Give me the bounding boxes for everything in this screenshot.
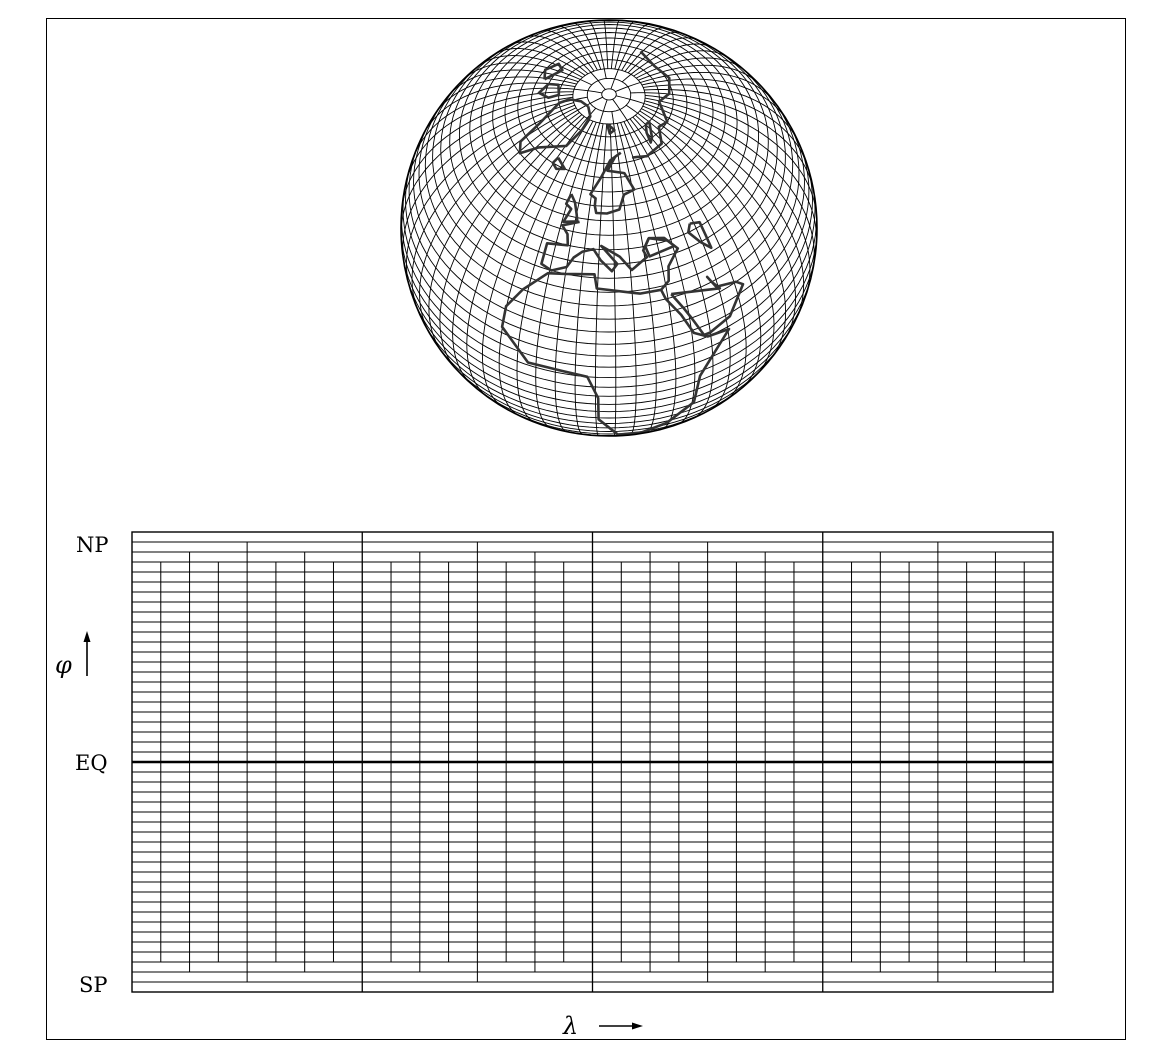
longitude-symbol: λ bbox=[562, 1012, 578, 1040]
coastline bbox=[537, 82, 561, 99]
globe-latitude-circle bbox=[586, 77, 632, 113]
globe-latitude-circle bbox=[434, 341, 784, 424]
globe-meridian bbox=[603, 20, 609, 69]
globe-meridian bbox=[452, 114, 583, 384]
globe-meridian bbox=[498, 119, 591, 416]
latitude-arrow-icon bbox=[83, 631, 91, 676]
globe-latitude-circle bbox=[408, 143, 810, 345]
globe-meridian bbox=[535, 122, 597, 429]
globe-meridian bbox=[645, 94, 817, 219]
south-pole-label: SP bbox=[79, 973, 108, 997]
globe-meridian bbox=[594, 123, 608, 436]
globe-meridian bbox=[402, 96, 588, 263]
coastline bbox=[605, 122, 616, 135]
figure-frame bbox=[46, 18, 1126, 1040]
coastline bbox=[543, 62, 564, 81]
coastline bbox=[644, 120, 654, 144]
globe-meridian bbox=[625, 104, 775, 375]
globe-meridian bbox=[557, 25, 598, 71]
globe-meridian bbox=[401, 96, 573, 234]
globe-meridian bbox=[642, 105, 805, 319]
globe-latitude-circle bbox=[424, 76, 794, 307]
globe-meridian bbox=[574, 123, 604, 435]
globe-meridian bbox=[644, 89, 808, 165]
globe-latitude-circle bbox=[601, 88, 617, 101]
globe-meridian bbox=[401, 94, 574, 209]
globe-meridian bbox=[572, 22, 602, 70]
globe-meridian bbox=[615, 71, 774, 102]
globe-latitude-circle bbox=[401, 227, 817, 388]
globe-meridian bbox=[611, 111, 637, 436]
globe-meridian bbox=[541, 30, 595, 72]
globe-latitude-circle bbox=[402, 184, 816, 368]
globe-meridian bbox=[643, 84, 799, 143]
globe-meridian bbox=[629, 118, 731, 411]
globe-gridlines bbox=[401, 20, 817, 436]
coastline bbox=[500, 220, 731, 436]
latitude-symbol: φ bbox=[55, 651, 72, 679]
globe-meridian bbox=[641, 78, 788, 121]
globe-coastlines bbox=[500, 50, 745, 436]
globe-meridian bbox=[644, 100, 815, 268]
globe-meridian bbox=[612, 98, 714, 419]
globe-latitude-circle bbox=[402, 253, 816, 397]
globe-meridian bbox=[610, 20, 620, 69]
coastline bbox=[670, 275, 745, 337]
coastline bbox=[551, 156, 567, 171]
globe-latitude-circle bbox=[480, 24, 738, 222]
globe-meridian bbox=[463, 62, 592, 86]
globe-meridian bbox=[405, 102, 574, 287]
globe-meridian bbox=[495, 48, 586, 76]
globe-meridian bbox=[627, 37, 699, 74]
globe-latitude-circle bbox=[572, 68, 646, 125]
globe-latitude-circle bbox=[440, 40, 778, 279]
globe-meridian bbox=[588, 20, 607, 79]
globe-meridian bbox=[635, 114, 762, 388]
globe-meridian bbox=[630, 92, 814, 189]
globe-meridian bbox=[423, 82, 576, 134]
reduced-grid-globe bbox=[400, 19, 818, 437]
coastline bbox=[562, 193, 579, 224]
globe-latitude-circle bbox=[432, 56, 786, 293]
globe-meridian bbox=[615, 95, 811, 297]
globe-meridian bbox=[609, 123, 617, 436]
globe-outline bbox=[400, 19, 818, 437]
globe-meridian bbox=[554, 99, 608, 433]
coastline bbox=[631, 50, 671, 159]
equator-label: EQ bbox=[75, 751, 108, 775]
coastline bbox=[687, 220, 713, 250]
globe-meridian bbox=[639, 110, 787, 357]
coastline bbox=[643, 236, 676, 258]
globe-meridian bbox=[644, 97, 817, 244]
globe-meridian bbox=[621, 27, 666, 71]
globe-meridian bbox=[621, 43, 715, 83]
globe-meridian bbox=[439, 112, 580, 371]
globe-meridian bbox=[624, 31, 682, 72]
longitude-arrow-icon bbox=[599, 1022, 643, 1030]
globe-meridian bbox=[466, 116, 585, 396]
globe-meridian bbox=[516, 120, 594, 423]
coastline bbox=[589, 151, 636, 215]
globe-meridian bbox=[614, 21, 636, 70]
coastline bbox=[518, 98, 592, 155]
globe-latitude-circle bbox=[492, 27, 726, 207]
globe-latitude-circle bbox=[413, 121, 805, 333]
globe-meridian bbox=[405, 91, 574, 184]
globe-meridian bbox=[510, 41, 589, 75]
globe-latitude-circle bbox=[412, 295, 806, 413]
globe-meridian bbox=[447, 69, 579, 98]
globe-latitude-circle bbox=[407, 279, 811, 405]
globe-meridian bbox=[526, 35, 606, 90]
reduced-latlon-grid bbox=[131, 531, 1054, 993]
globe-meridian bbox=[641, 108, 796, 341]
globe-meridian bbox=[428, 96, 603, 353]
globe-meridian bbox=[411, 104, 575, 311]
flat-gridlines bbox=[132, 532, 1053, 992]
north-pole-label: NP bbox=[76, 533, 109, 557]
globe-meridian bbox=[610, 23, 651, 90]
globe-meridian bbox=[620, 122, 677, 430]
